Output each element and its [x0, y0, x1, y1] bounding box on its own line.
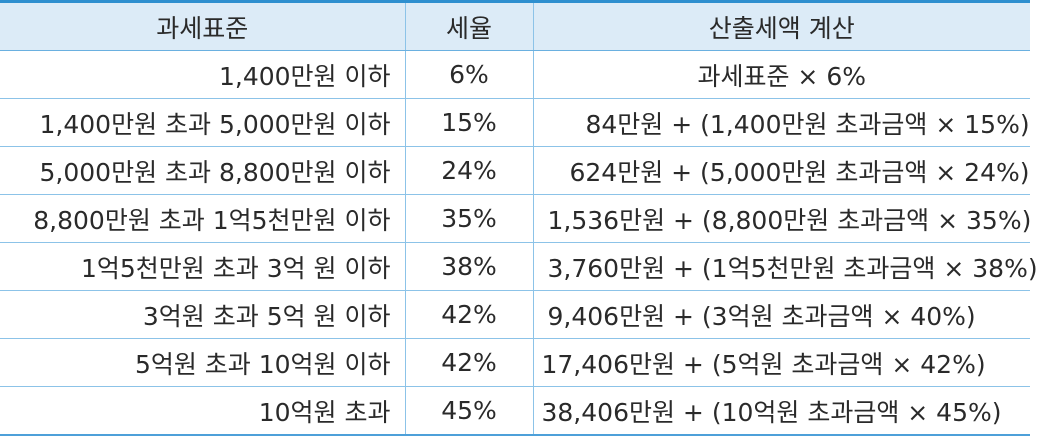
tax-calc-cell: 38,406만원 + (10억원 초과금액 × 45%)	[532, 386, 1030, 436]
tax-rate-cell: 35%	[404, 194, 533, 243]
tax-rate-cell: 45%	[404, 386, 533, 436]
tax-base-cell: 8,800만원 초과 1억5천만원 이하	[0, 194, 405, 243]
table-row: 5,000만원 초과 8,800만원 이하 24% 624만원 + (5,000…	[0, 146, 1030, 195]
table-row: 1억5천만원 초과 3억 원 이하 38% 3,760만원 + (1억5천만원 …	[0, 242, 1038, 291]
tax-base-cell: 5,000만원 초과 8,800만원 이하	[0, 146, 405, 195]
tax-base-cell: 5억원 초과 10억원 이하	[0, 338, 405, 387]
tax-calc-cell: 3,760만원 + (1억5천만원 초과금액 × 38%)	[532, 242, 1038, 291]
tax-rate-cell: 42%	[404, 338, 533, 387]
table-row: 8,800만원 초과 1억5천만원 이하 35% 1,536만원 + (8,80…	[0, 194, 1031, 243]
tax-calc-cell: 9,406만원 + (3억원 초과금액 × 40%)	[532, 290, 1030, 339]
header-tax-rate: 세율	[404, 0, 533, 51]
tax-calc-cell: 과세표준 × 6%	[532, 50, 1030, 99]
table-row: 5억원 초과 10억원 이하 42% 17,406만원 + (5억원 초과금액 …	[0, 338, 1030, 387]
tax-rate-cell: 42%	[404, 290, 533, 339]
tax-base-cell: 1,400만원 초과 5,000만원 이하	[0, 98, 405, 147]
tax-rate-cell: 38%	[404, 242, 533, 291]
tax-rate-cell: 15%	[404, 98, 533, 147]
tax-base-cell: 1억5천만원 초과 3억 원 이하	[0, 242, 405, 291]
tax-calc-cell: 84만원 + (1,400만원 초과금액 × 15%)	[532, 98, 1030, 147]
tax-calc-cell: 624만원 + (5,000만원 초과금액 × 24%)	[532, 146, 1030, 195]
header-tax-base: 과세표준	[0, 0, 405, 51]
table-row: 3억원 초과 5억 원 이하 42% 9,406만원 + (3억원 초과금액 ×…	[0, 290, 1030, 339]
tax-rate-cell: 24%	[404, 146, 533, 195]
table-row: 1,400만원 이하 6% 과세표준 × 6%	[0, 50, 1030, 99]
tax-rate-cell: 6%	[404, 50, 533, 99]
table-row: 1,400만원 초과 5,000만원 이하 15% 84만원 + (1,400만…	[0, 98, 1030, 147]
header-tax-calculation: 산출세액 계산	[532, 0, 1030, 51]
tax-base-cell: 1,400만원 이하	[0, 50, 405, 99]
tax-calc-cell: 1,536만원 + (8,800만원 초과금액 × 35%)	[532, 194, 1031, 243]
tax-base-cell: 10억원 초과	[0, 386, 405, 436]
tax-calc-cell: 17,406만원 + (5억원 초과금액 × 42%)	[532, 338, 1030, 387]
tax-base-cell: 3억원 초과 5억 원 이하	[0, 290, 405, 339]
table-row: 10억원 초과 45% 38,406만원 + (10억원 초과금액 × 45%)	[0, 386, 1030, 436]
header-row: 과세표준 세율 산출세액 계산	[0, 0, 1030, 51]
